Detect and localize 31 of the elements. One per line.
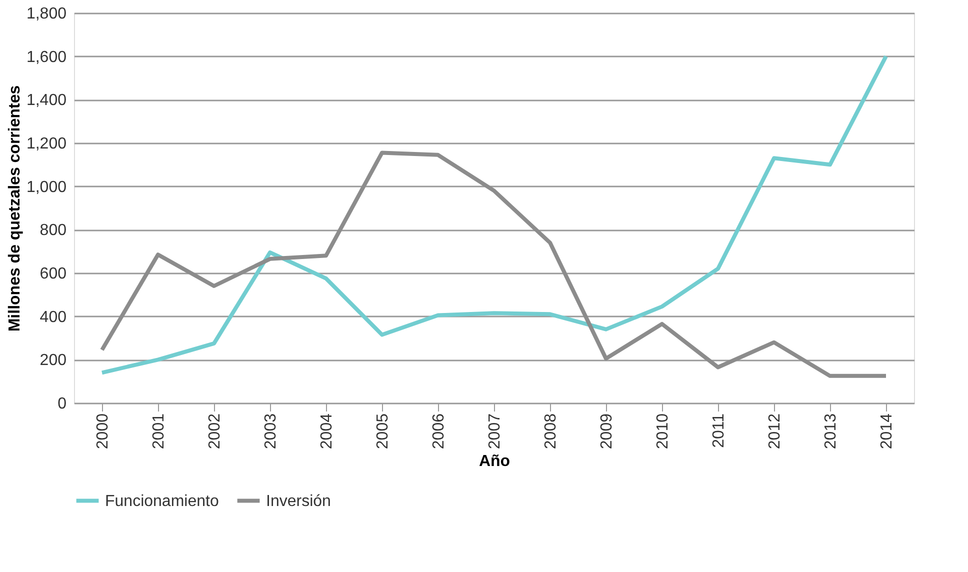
x-tick-label: 2002 <box>206 413 224 450</box>
y-axis-title: Millones de quetzales corrientes <box>6 85 24 332</box>
x-tick-label: 2009 <box>598 413 616 450</box>
y-tick-label: 1,800 <box>26 6 67 22</box>
x-tick-label: 2012 <box>766 413 784 450</box>
x-tick-label: 2011 <box>710 413 728 448</box>
x-tick-label: 2004 <box>318 413 336 450</box>
y-tick-label: 1,000 <box>26 178 67 196</box>
line-series <box>100 150 888 378</box>
y-tick-label: 1,400 <box>26 92 67 110</box>
y-tick-label: 0 <box>58 396 67 412</box>
legend-label: Inversión <box>266 492 331 510</box>
x-tick-label: 2013 <box>822 413 840 450</box>
line-series <box>100 54 888 375</box>
y-tick-label: 1,600 <box>26 48 67 66</box>
x-tick-label: 2014 <box>878 413 896 450</box>
x-tick-label: 2005 <box>374 413 392 450</box>
y-tick-label: 200 <box>40 352 67 370</box>
x-axis-title: Año <box>478 453 510 470</box>
legend-label: Funcionamiento <box>105 492 219 510</box>
x-tick-label: 2010 <box>654 413 672 450</box>
x-tick-label: 2008 <box>542 413 560 450</box>
x-tick-label: 2006 <box>430 413 448 450</box>
x-tick-label: 2001 <box>150 413 168 450</box>
x-tick-label: 2000 <box>94 413 112 450</box>
x-tick-label: 2003 <box>262 413 280 450</box>
x-tick-label: 2007 <box>486 413 504 450</box>
y-tick-label: 800 <box>40 222 67 240</box>
y-tick-label: 600 <box>40 266 67 282</box>
y-tick-label: 400 <box>40 308 67 326</box>
y-tick-label: 1,200 <box>26 136 67 152</box>
